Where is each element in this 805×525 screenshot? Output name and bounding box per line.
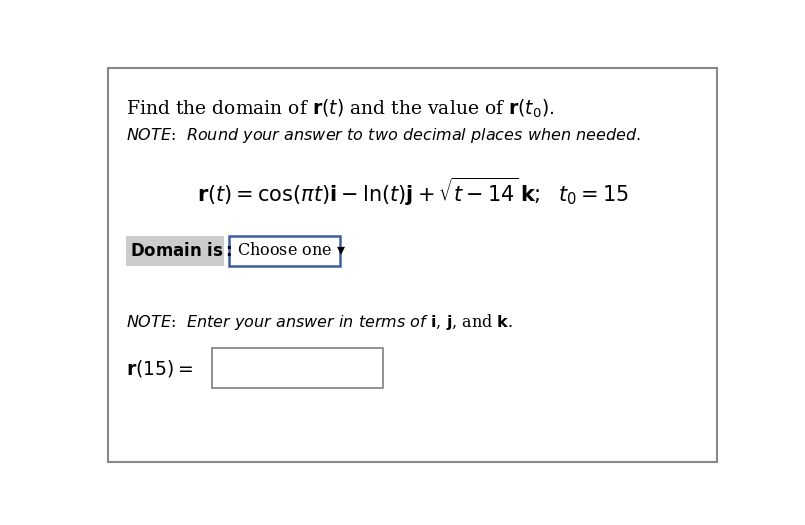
Text: $\mathbf{r}(15) =$: $\mathbf{r}(15) =$ (126, 358, 192, 379)
FancyBboxPatch shape (126, 236, 224, 266)
Text: Choose one $\blacktriangledown$: Choose one $\blacktriangledown$ (237, 243, 345, 259)
FancyBboxPatch shape (212, 348, 383, 388)
Text: $\mathbf{Domain\ is:}$: $\mathbf{Domain\ is:}$ (130, 242, 232, 260)
Text: $\mathbf{r}(t) = \cos(\pi t)\mathbf{i} - \ln(t)\mathbf{j} + \sqrt{t - 14}\,\math: $\mathbf{r}(t) = \cos(\pi t)\mathbf{i} -… (196, 176, 629, 208)
Text: $\mathit{NOTE}$:  $\mathit{Round\ your\ answer\ to\ two\ decimal\ places\ when\ : $\mathit{NOTE}$: $\mathit{Round\ your\ a… (126, 125, 641, 145)
Text: $\mathit{NOTE}$:  $\mathit{Enter\ your\ answer\ in\ terms\ of}$ $\mathbf{i}$, $\: $\mathit{NOTE}$: $\mathit{Enter\ your\ a… (126, 312, 513, 332)
Text: Find the domain of $\mathbf{r}(t)$ and the value of $\mathbf{r}(t_0).$: Find the domain of $\mathbf{r}(t)$ and t… (126, 97, 554, 120)
FancyBboxPatch shape (229, 236, 341, 266)
FancyBboxPatch shape (108, 68, 717, 463)
